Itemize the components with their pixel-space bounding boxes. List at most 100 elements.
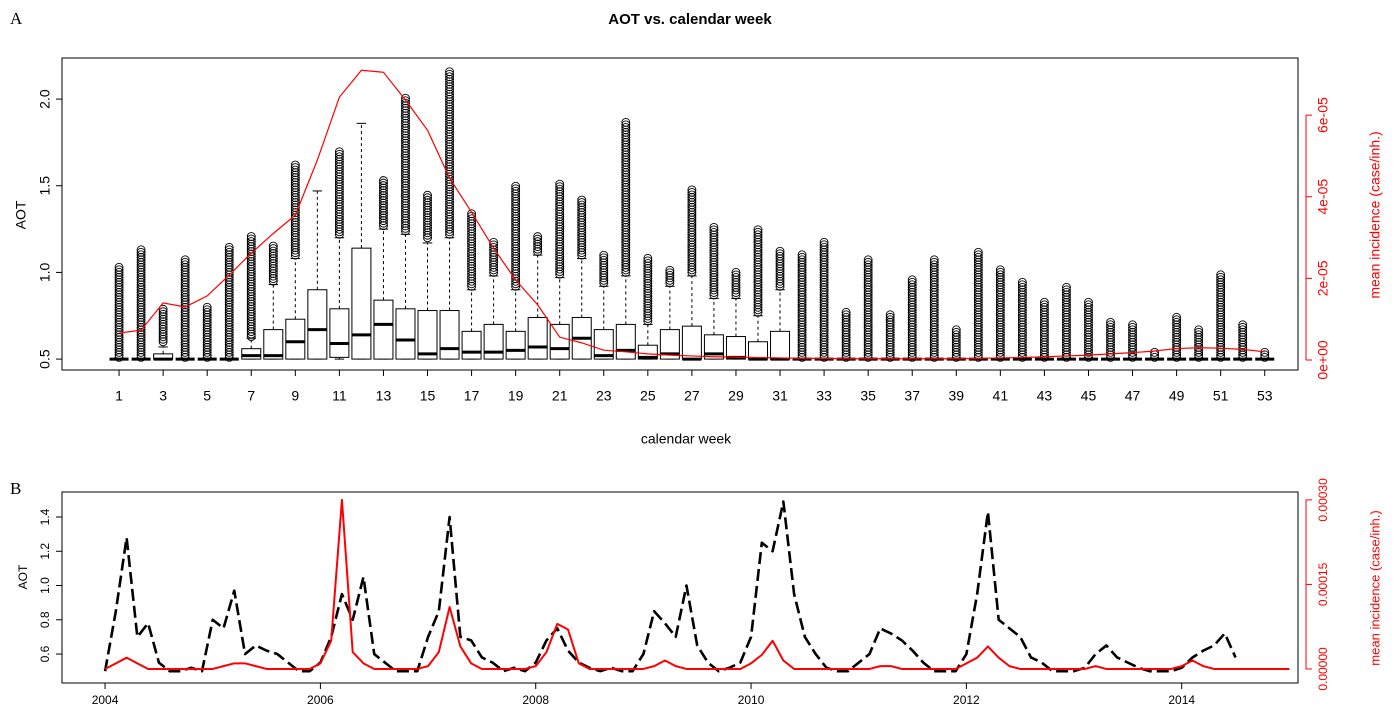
x-tick-label: 2006 (307, 693, 334, 707)
box (351, 247, 372, 360)
x-tick-label: 51 (1213, 388, 1229, 404)
box (439, 310, 460, 360)
x-tick-label: 29 (728, 388, 744, 404)
panel-label: B (10, 479, 21, 498)
outliers (268, 241, 278, 286)
x-tick-label: 2012 (953, 693, 980, 707)
outliers (445, 67, 454, 239)
y-tick-label: 1.5 (37, 176, 53, 196)
box (505, 330, 526, 360)
box (770, 330, 791, 360)
outliers (511, 181, 521, 291)
outliers (1216, 270, 1226, 362)
outliers (246, 232, 256, 341)
x-tick-label: 3 (159, 388, 167, 404)
outliers (290, 160, 300, 260)
x-tick-label: 37 (904, 388, 920, 404)
box (241, 348, 262, 360)
series-line (104, 498, 1290, 670)
box (461, 330, 482, 360)
outliers (1238, 320, 1248, 362)
outliers (1128, 320, 1137, 362)
x-tick-label: 2014 (1168, 693, 1195, 707)
outliers (577, 195, 587, 260)
outliers (401, 93, 410, 236)
outliers (1106, 317, 1115, 362)
y-axis-label: AOT (13, 200, 29, 229)
outliers (1039, 297, 1049, 362)
outliers (973, 247, 983, 362)
x-tick-label: 1 (115, 388, 123, 404)
y2-tick-label: 0e+00 (1315, 340, 1331, 380)
y2-tick-label: 0.00030 (1316, 478, 1330, 522)
x-tick-label: 39 (948, 388, 964, 404)
incidence-line (118, 69, 1265, 360)
x-tick-label: 9 (291, 388, 299, 404)
x-tick-label: 47 (1125, 388, 1141, 404)
box (417, 310, 438, 360)
x-tick-label: 13 (376, 388, 392, 404)
outliers (709, 223, 719, 300)
x-tick-label: 2010 (738, 693, 765, 707)
outliers (665, 265, 675, 288)
x-tick-label: 2004 (92, 693, 119, 707)
outliers (1017, 277, 1027, 362)
y2-axis-label: mean incidence (case/inh.) (1367, 131, 1383, 298)
outliers (907, 275, 917, 362)
box (593, 329, 614, 360)
box (373, 299, 394, 360)
box (615, 323, 636, 360)
outliers (114, 262, 124, 362)
chart-title: AOT vs. calendar week (608, 11, 772, 28)
outliers (929, 255, 939, 362)
box (307, 289, 328, 360)
x-tick-label: 49 (1169, 388, 1185, 404)
y2-tick-label: 4e-05 (1315, 179, 1331, 215)
outliers (1084, 297, 1093, 362)
y2-tick-label: 0.00015 (1316, 562, 1330, 606)
y2-tick-label: 2e-05 (1315, 260, 1331, 296)
x-tick-label: 7 (247, 388, 255, 404)
y-tick-label: 0.6 (38, 645, 52, 662)
outliers (334, 147, 344, 239)
x-tick-label: 53 (1257, 388, 1273, 404)
x-tick-label: 27 (684, 388, 700, 404)
box (725, 336, 746, 360)
x-tick-label: 19 (508, 388, 524, 404)
box (659, 329, 680, 360)
y-tick-label: 1.0 (38, 577, 52, 594)
x-tick-label: 31 (772, 388, 788, 404)
panel-label: A (10, 9, 23, 28)
outliers (202, 302, 212, 362)
outliers (1172, 312, 1182, 362)
x-tick-label: 25 (640, 388, 656, 404)
y-tick-label: 1.4 (38, 508, 52, 525)
outliers (1194, 325, 1204, 362)
outliers (555, 179, 565, 279)
y-tick-label: 0.8 (38, 611, 52, 628)
outliers (753, 225, 763, 317)
outliers (378, 176, 388, 231)
y-axis-label: AOT (16, 564, 30, 589)
box (681, 325, 702, 360)
series-line (103, 500, 1237, 673)
x-tick-label: 21 (552, 388, 568, 404)
box (329, 308, 350, 358)
x-tick-label: 11 (332, 388, 347, 404)
outliers (423, 190, 432, 243)
box (703, 334, 724, 360)
outliers (643, 254, 653, 326)
outliers (951, 325, 961, 362)
outliers (224, 242, 234, 362)
outliers (180, 255, 190, 362)
box (747, 341, 768, 360)
outliers (533, 232, 543, 257)
x-axis-label: calendar week (641, 431, 732, 447)
outliers (797, 250, 807, 362)
outliers (841, 307, 851, 362)
outliers (136, 245, 146, 362)
x-tick-label: 23 (596, 388, 612, 404)
outliers (599, 250, 609, 288)
